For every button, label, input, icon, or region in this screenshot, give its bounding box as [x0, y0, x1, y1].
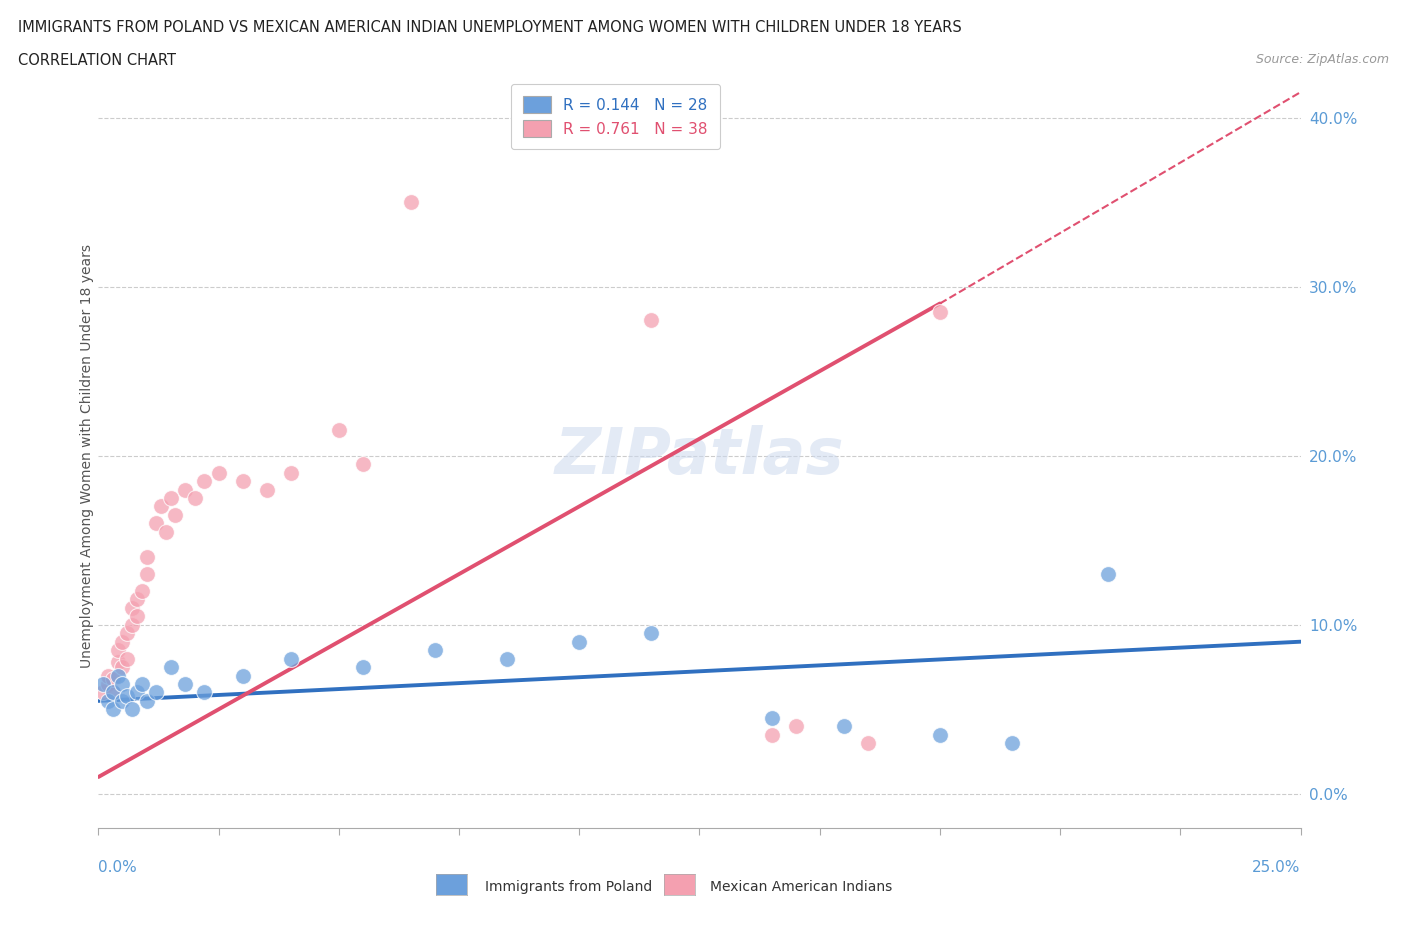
Point — [135, 550, 157, 565]
Point — [97, 668, 120, 683]
Point — [121, 702, 143, 717]
Point — [107, 643, 129, 658]
Point — [232, 668, 254, 683]
Text: ZIPatlas: ZIPatlas — [555, 425, 844, 486]
Point — [640, 313, 662, 328]
Point — [174, 676, 197, 691]
Point — [208, 465, 231, 480]
Point — [149, 499, 172, 514]
Point — [101, 671, 124, 686]
Point — [232, 473, 254, 488]
Point — [193, 473, 215, 488]
Point — [928, 304, 950, 319]
Point — [91, 685, 114, 700]
Point — [568, 634, 591, 649]
Text: IMMIGRANTS FROM POLAND VS MEXICAN AMERICAN INDIAN UNEMPLOYMENT AMONG WOMEN WITH : IMMIGRANTS FROM POLAND VS MEXICAN AMERIC… — [18, 20, 962, 35]
Legend: R = 0.144   N = 28, R = 0.761   N = 38: R = 0.144 N = 28, R = 0.761 N = 38 — [510, 84, 720, 150]
Point — [256, 482, 278, 497]
Point — [111, 659, 134, 674]
Point — [832, 719, 855, 734]
Point — [121, 601, 143, 616]
Point — [101, 685, 124, 700]
Text: Immigrants from Poland: Immigrants from Poland — [485, 880, 652, 895]
Point — [131, 583, 153, 598]
Point — [496, 651, 519, 666]
Point — [174, 482, 197, 497]
Point — [111, 634, 134, 649]
Point — [101, 685, 124, 700]
Point — [640, 626, 662, 641]
Point — [117, 688, 139, 703]
Point — [125, 609, 148, 624]
Point — [280, 465, 302, 480]
Text: Mexican American Indians: Mexican American Indians — [710, 880, 893, 895]
Point — [280, 651, 302, 666]
Point — [97, 694, 120, 709]
Point — [1001, 736, 1024, 751]
Point — [117, 651, 139, 666]
Point — [183, 490, 205, 505]
Point — [761, 711, 783, 725]
Text: 25.0%: 25.0% — [1253, 860, 1301, 875]
Point — [328, 423, 350, 438]
Point — [135, 566, 157, 581]
Point — [165, 508, 187, 523]
Point — [145, 685, 167, 700]
Point — [1097, 566, 1119, 581]
Point — [125, 685, 148, 700]
Point — [785, 719, 807, 734]
Point — [352, 457, 374, 472]
Point — [145, 516, 167, 531]
Point — [125, 592, 148, 607]
Text: Source: ZipAtlas.com: Source: ZipAtlas.com — [1256, 53, 1389, 66]
Point — [107, 668, 129, 683]
Point — [423, 643, 446, 658]
Point — [107, 655, 129, 670]
Point — [856, 736, 879, 751]
Point — [111, 676, 134, 691]
Point — [193, 685, 215, 700]
Point — [91, 676, 114, 691]
Point — [159, 659, 181, 674]
Point — [928, 727, 950, 742]
Point — [97, 676, 120, 691]
Point — [761, 727, 783, 742]
Point — [135, 694, 157, 709]
Point — [155, 525, 177, 539]
Y-axis label: Unemployment Among Women with Children Under 18 years: Unemployment Among Women with Children U… — [80, 244, 94, 668]
Point — [111, 694, 134, 709]
Point — [159, 490, 181, 505]
Point — [131, 676, 153, 691]
Point — [399, 194, 422, 209]
Text: 0.0%: 0.0% — [98, 860, 138, 875]
Point — [121, 618, 143, 632]
Text: CORRELATION CHART: CORRELATION CHART — [18, 53, 176, 68]
Point — [352, 659, 374, 674]
Point — [101, 702, 124, 717]
Point — [117, 626, 139, 641]
